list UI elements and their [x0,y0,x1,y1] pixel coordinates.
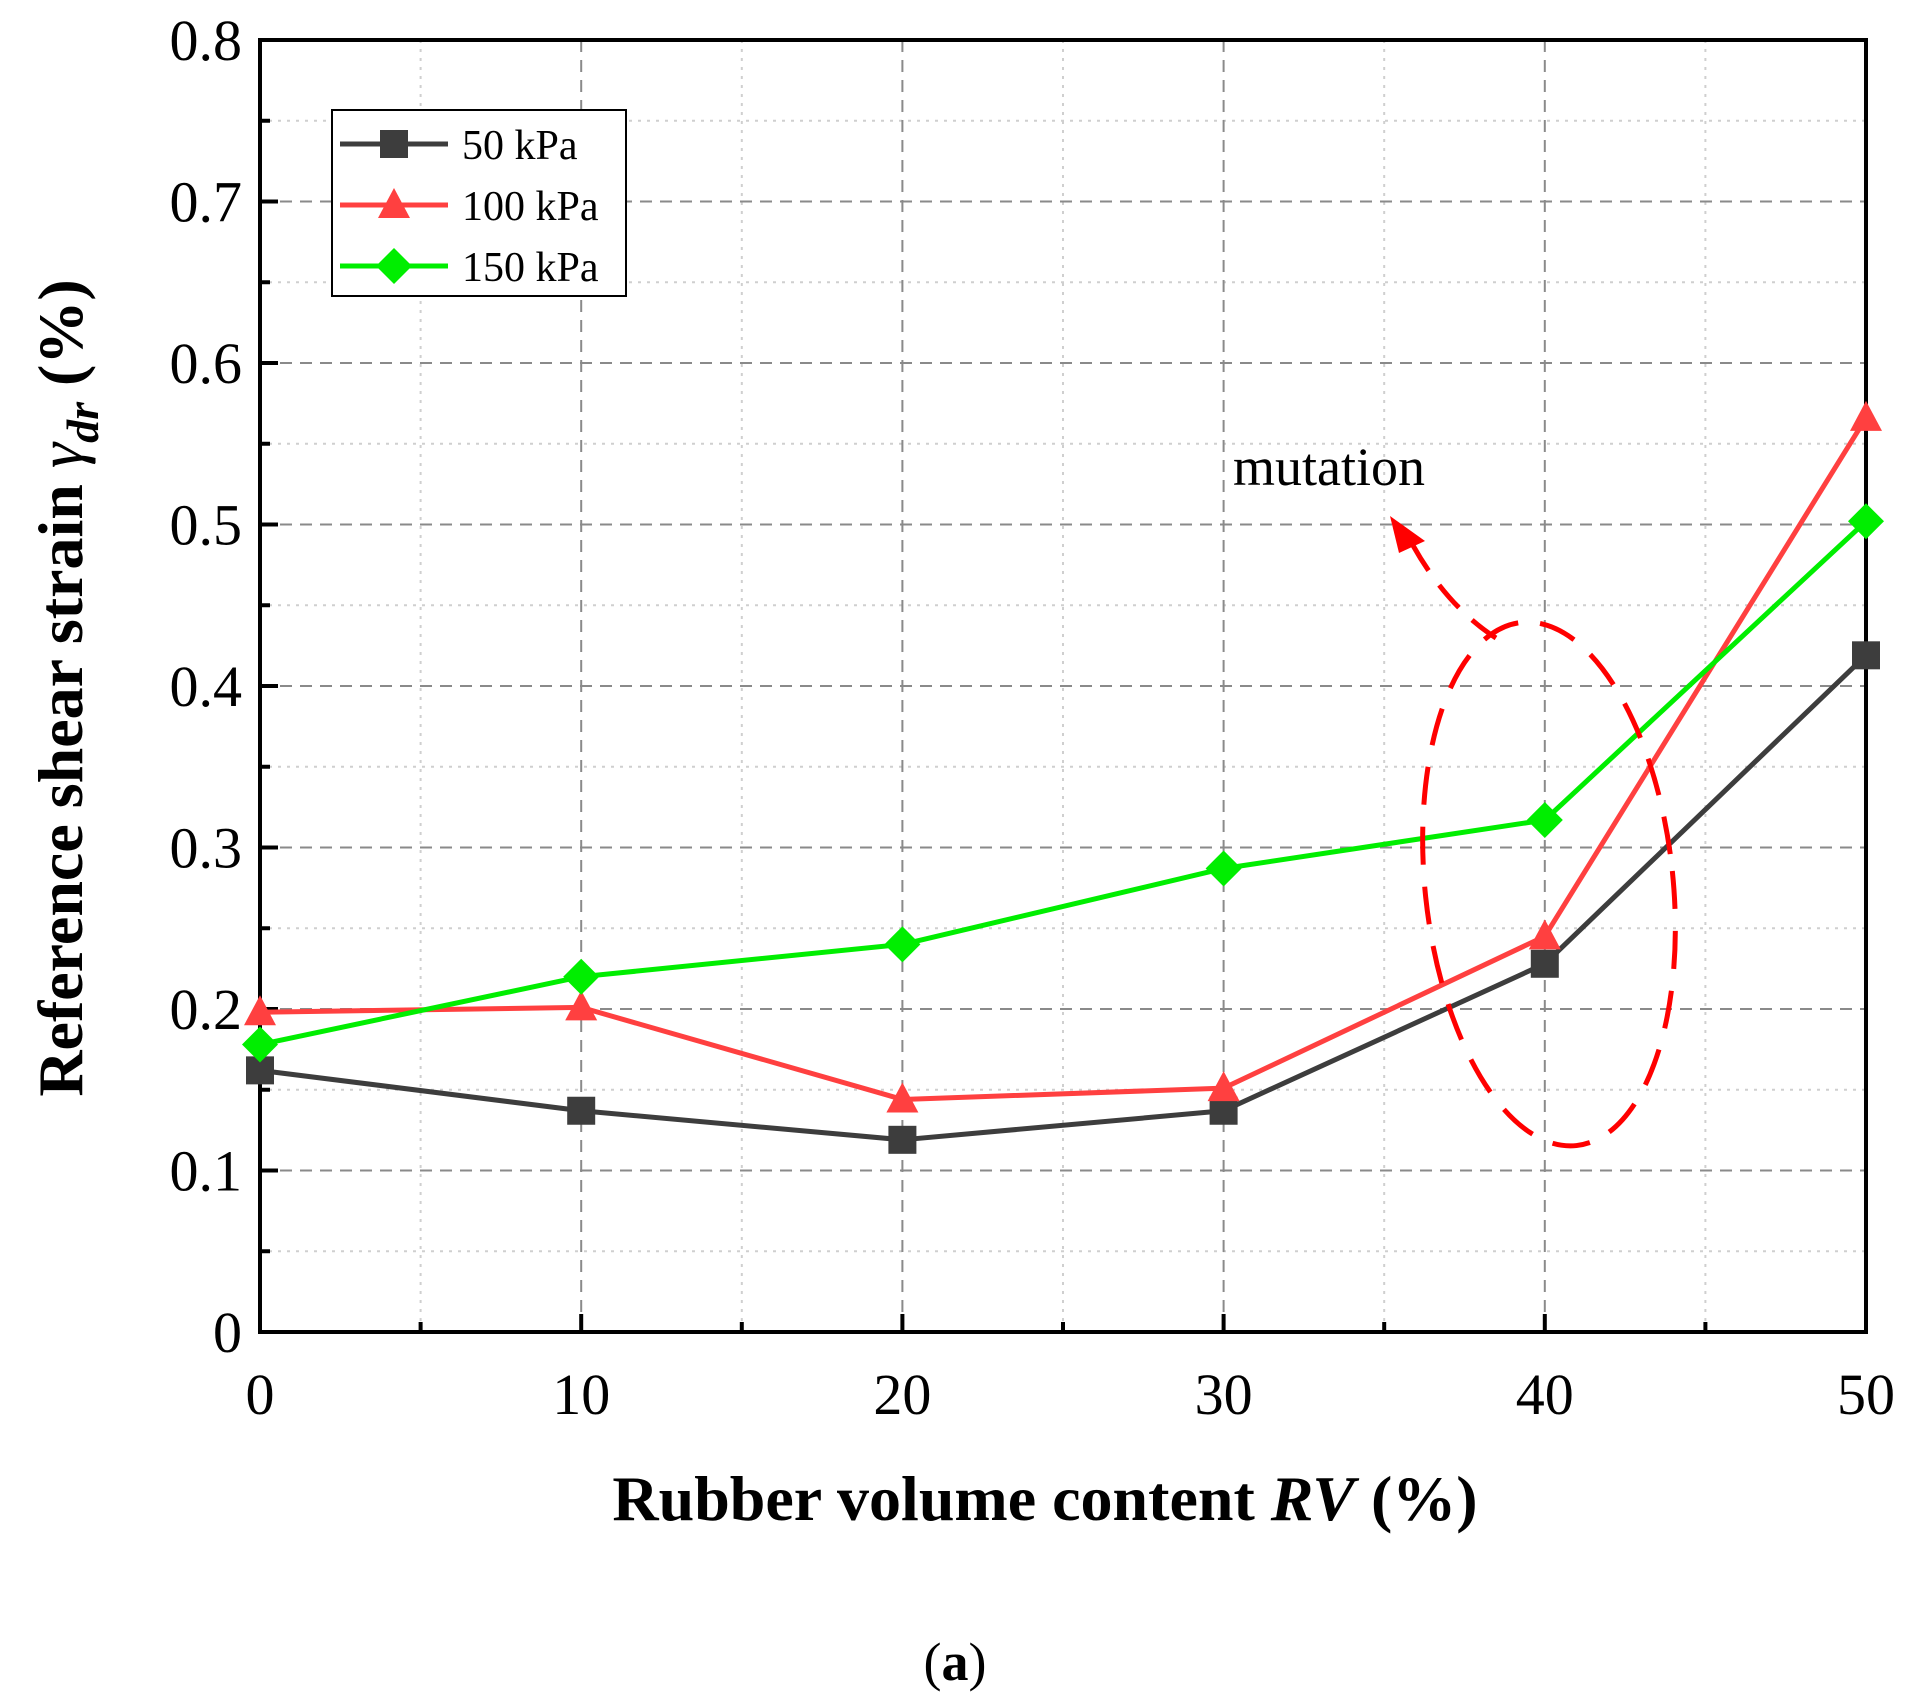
mutation-arrow-head [1390,516,1425,553]
series-layer [242,400,1884,1154]
data-point-150-kpa [1848,503,1884,540]
x-tick-label: 40 [1516,1362,1574,1427]
y-tick-label: 0.3 [170,816,243,881]
data-point-100-kpa [1850,400,1882,431]
axis-layer: 0 0.1 0.2 0.3 0.4 0.5 0.6 0.7 0.8 0 10 20 30 40 50 [170,8,1896,1427]
panel-label-close: ) [969,1632,987,1692]
x-axis-title-text: Rubber volume content [612,1463,1255,1534]
legend-label-50-kpa: 50 kPa [462,123,578,169]
data-point-50-kpa [567,1096,596,1125]
series-line-50-kpa [259,653,1868,1143]
series-50-kpa [246,641,1880,1154]
data-point-150-kpa [1205,850,1242,887]
label-layer: Rubber volume content RV (%) Reference s… [25,279,1478,1692]
series-150-kpa [242,503,1884,1063]
series-100-kpa [244,400,1882,1113]
y-tick-label: 0.1 [170,1139,243,1204]
x-tick-label: 50 [1837,1362,1895,1427]
legend-label-150-kpa: 150 kPa [462,245,599,291]
data-point-100-kpa [1207,1071,1240,1102]
y-tick-label: 0.2 [170,977,243,1042]
data-point-100-kpa [565,990,598,1021]
mutation-ellipse [1420,619,1678,1149]
y-tick-label: 0.7 [170,170,243,235]
y-tick-label: 0.5 [170,493,243,558]
y-axis-title: Reference shear strain γdr (%) [25,279,112,1096]
legend-marker-150-kpa [376,248,412,284]
data-point-150-kpa [563,958,600,995]
x-tick-label: 20 [873,1362,931,1427]
data-point-150-kpa [242,1026,278,1063]
panel-label-open: ( [924,1632,942,1692]
x-tick-label: 0 [246,1362,275,1427]
y-tick-label: 0 [213,1300,242,1365]
x-tick-label: 30 [1195,1362,1253,1427]
x-axis-title-unit: (%) [1371,1463,1478,1534]
panel-label-letter: a [942,1632,969,1692]
annotation-layer: mutation [1233,437,1678,1149]
mutation-arrow-line [1407,538,1498,641]
y-tick-label: 0.6 [170,331,243,396]
series-line-100-kpa [259,416,1869,1102]
y-tick-label: 0.4 [170,654,243,719]
legend-label-100-kpa: 100 kPa [462,184,599,230]
series-line-150-kpa [259,519,1868,1047]
data-point-50-kpa [1852,641,1880,670]
data-point-100-kpa [886,1082,919,1113]
data-point-150-kpa [884,926,921,963]
y-axis-title-subscript: dr [57,401,108,443]
data-point-150-kpa [1526,802,1563,839]
mutation-label: mutation [1233,437,1425,497]
panel-label: (a) [924,1632,987,1692]
y-axis-title-text: Reference shear strain [25,484,96,1097]
x-axis-title: Rubber volume content RV (%) [612,1463,1477,1534]
y-axis-title-symbol: γ [25,441,96,468]
grid-layer [260,40,1866,1332]
legend: 50 kPa 100 kPa 150 kPa [331,109,627,297]
legend-marker-50-kpa [380,130,408,158]
data-point-100-kpa [1528,919,1561,950]
y-axis-title-unit: (%) [25,279,96,386]
y-tick-label: 0.8 [170,8,243,73]
x-axis-title-var: RV [1270,1463,1361,1534]
data-point-100-kpa [244,995,276,1026]
legend-marker-100-kpa [378,188,410,218]
data-point-50-kpa [888,1125,917,1154]
data-point-50-kpa [1530,949,1559,978]
x-tick-label: 10 [552,1362,610,1427]
data-point-50-kpa [1209,1096,1238,1125]
